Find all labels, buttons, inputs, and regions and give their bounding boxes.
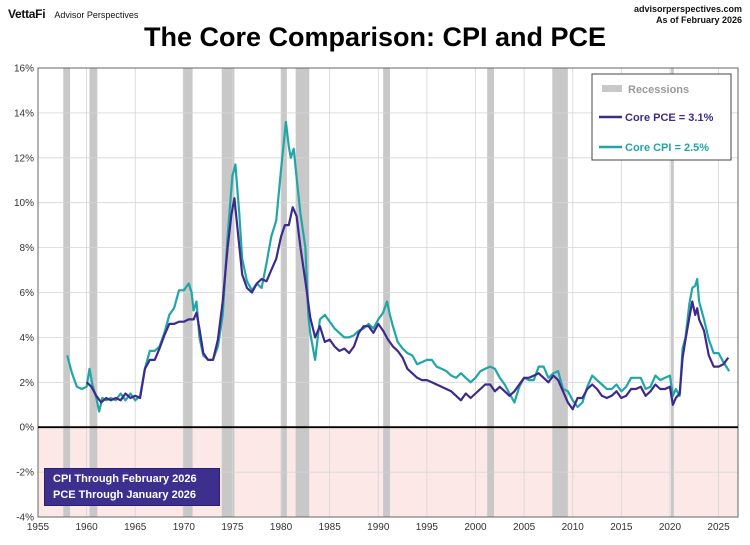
x-tick-label: 2015: [610, 522, 633, 533]
legend-pce: Core PCE = 3.1%: [625, 112, 714, 124]
vettafi-logo: VettaFi: [8, 7, 46, 21]
x-tick-label: 1985: [319, 522, 342, 533]
series-lines: [66, 120, 731, 413]
x-tick-label: 2025: [707, 522, 730, 533]
y-tick-label: 16%: [14, 64, 34, 75]
plot-frame: [37, 67, 739, 518]
x-tick-label: 1965: [124, 522, 147, 533]
brand-subtitle: Advisor Perspectives: [54, 10, 139, 20]
x-tick-label: 1980: [270, 522, 293, 533]
chart-title: The Core Comparison: CPI and PCE: [143, 22, 607, 52]
legend-recessions: Recessions: [628, 84, 689, 96]
axes: 16% 14% 12% 10% 8% 6% 4% 2% 0% -2% -4%1955 1960 1965…: [14, 64, 739, 533]
y-tick-label: 2%: [20, 378, 35, 389]
y-tick-label: 6%: [20, 288, 35, 299]
x-tick-label: 1975: [221, 522, 244, 533]
x-tick-label: 1960: [75, 522, 98, 533]
x-tick-label: 2010: [562, 522, 585, 533]
legend-cpi: Core CPI = 2.5%: [625, 142, 709, 154]
legend: Recessions Core PCE = 3.1% Core CPI = 2.…: [591, 73, 732, 161]
x-tick-label: 1970: [173, 522, 196, 533]
note-pce: PCE Through January 2026: [53, 489, 197, 501]
source-site: advisorperspectives.com: [633, 4, 742, 14]
x-tick-label: 1995: [416, 522, 439, 533]
y-tick-label: 14%: [14, 108, 34, 119]
note-cpi: CPI Through February 2026: [53, 473, 197, 485]
core-cpi-line: [66, 120, 731, 413]
y-tick-label: -2%: [16, 468, 34, 479]
x-tick-label: 1990: [367, 522, 390, 533]
legend-recession-swatch: [602, 85, 622, 92]
y-tick-label: 4%: [20, 333, 35, 344]
x-tick-label: 1955: [27, 522, 50, 533]
data-through-note: CPI Through February 2026 PCE Through Ja…: [44, 468, 220, 506]
y-tick-label: 12%: [14, 153, 34, 164]
y-tick-label: 0%: [20, 423, 35, 434]
brand: VettaFi Advisor Perspectives: [8, 7, 138, 21]
source-info: advisorperspectives.com As of February 2…: [634, 4, 742, 26]
y-tick-label: 8%: [20, 243, 35, 254]
x-tick-label: 2005: [513, 522, 536, 533]
core-pce-line: [85, 197, 730, 411]
y-tick-label: -4%: [16, 513, 34, 524]
y-tick-label: 10%: [14, 198, 34, 209]
x-tick-label: 2000: [464, 522, 487, 533]
x-tick-label: 2020: [659, 522, 682, 533]
source-date: As of February 2026: [655, 15, 742, 25]
